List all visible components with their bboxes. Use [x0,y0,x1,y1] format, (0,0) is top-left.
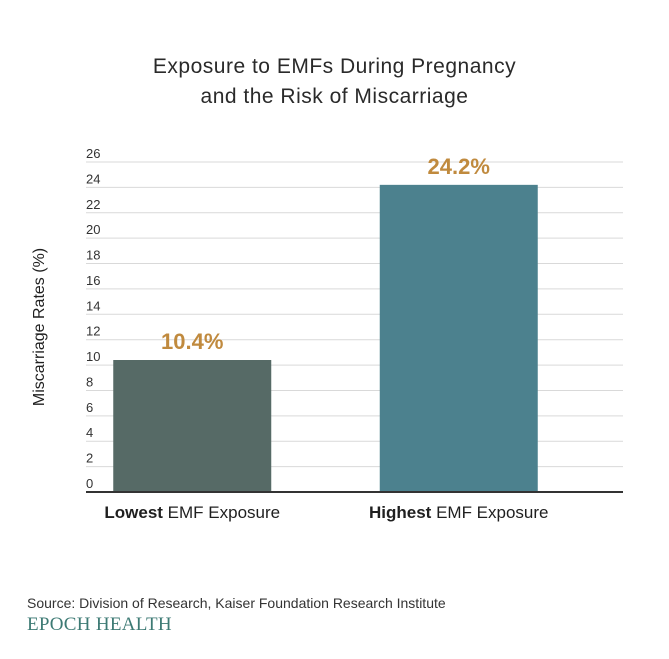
x-category-label-rest: EMF Exposure [163,503,280,522]
y-tick-label: 4 [86,425,93,440]
y-tick-label: 22 [86,197,100,212]
data-label: 24.2% [428,154,490,179]
y-tick-label: 12 [86,324,100,339]
data-label: 10.4% [161,329,223,354]
y-axis-label: Miscarriage Rates (%) [31,248,48,406]
y-tick-label: 8 [86,374,93,389]
y-tick-label: 18 [86,248,100,263]
x-category-label-bold: Highest [369,503,432,522]
chart-title-line-1: Exposure to EMFs During Pregnancy [152,55,517,78]
y-tick-label: 14 [86,298,100,313]
x-category-label-bold: Lowest [104,503,163,522]
y-tick-label: 0 [86,476,93,491]
y-tick-label: 6 [86,400,93,415]
y-tick-label: 24 [86,171,100,186]
x-category-label-rest: EMF Exposure [431,503,548,522]
y-tick-label: 16 [86,273,100,288]
chart-title: Exposure to EMFs During Pregnancy and th… [0,52,669,112]
bar [379,184,538,492]
y-tick-label: 26 [86,146,100,161]
y-tick-label: 20 [86,222,100,237]
y-tick-label: 10 [86,349,100,364]
bar [113,360,272,492]
x-category-label: Highest EMF Exposure [369,503,549,522]
y-tick-label: 2 [86,451,93,466]
x-category-label: Lowest EMF Exposure [104,503,280,522]
chart-title-line-2: and the Risk of Miscarriage [200,85,469,108]
source-note: Source: Division of Research, Kaiser Fou… [27,595,446,611]
brand-logo: EPOCH HEALTH [27,614,172,635]
